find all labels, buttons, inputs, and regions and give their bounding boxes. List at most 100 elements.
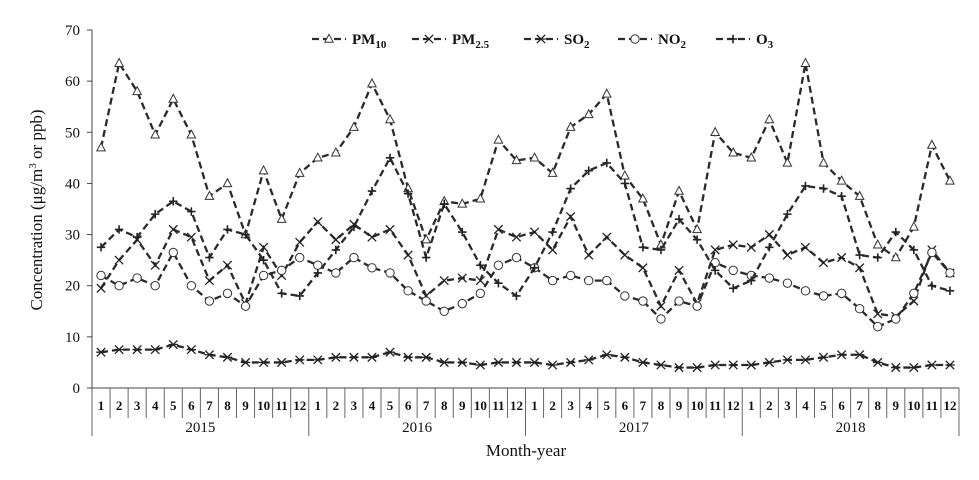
data-point-pm25 [565, 212, 576, 222]
month-label: 10 [907, 398, 920, 413]
data-point-so2 [854, 350, 865, 360]
data-point-so2 [222, 352, 233, 362]
data-point-no2 [168, 247, 178, 258]
data-point-so2 [945, 360, 955, 370]
data-point-pm25 [620, 250, 630, 260]
data-point-o3 [747, 276, 756, 285]
data-point-no2 [674, 296, 684, 306]
data-point-no2 [656, 314, 666, 324]
data-point-no2 [800, 286, 811, 296]
data-point-pm10 [800, 57, 811, 67]
legend-label-main: PM [352, 32, 375, 48]
month-label: 4 [585, 398, 592, 413]
data-point-no2 [547, 275, 558, 286]
data-point-pm25 [674, 265, 684, 276]
data-point-o3 [205, 253, 214, 262]
data-point-no2 [764, 273, 775, 283]
data-point-pm10 [348, 121, 359, 131]
data-point-so2 [529, 357, 540, 368]
data-point-no2 [96, 270, 106, 281]
month-label: 1 [531, 398, 538, 413]
data-point-so2 [276, 357, 287, 368]
y-tick-label: 30 [65, 228, 80, 244]
data-point-o3 [151, 209, 160, 219]
data-point-no2 [836, 288, 847, 299]
data-point-no2 [565, 270, 576, 281]
data-point-so2 [132, 344, 142, 355]
data-point-pm25 [584, 250, 594, 260]
data-point-no2 [909, 288, 919, 299]
data-point-so2 [602, 350, 612, 360]
year-label: 2017 [619, 420, 650, 436]
data-point-pm10 [312, 152, 323, 162]
data-point-o3 [873, 253, 882, 262]
series-layer [95, 57, 956, 373]
data-point-pm10 [890, 251, 901, 262]
data-point-pm10 [384, 113, 396, 124]
data-point-so2 [331, 352, 341, 362]
month-label: 8 [224, 398, 231, 413]
month-label: 8 [658, 398, 665, 413]
data-point-no2 [403, 286, 413, 296]
data-point-pm25 [746, 242, 756, 253]
data-point-pm10 [258, 164, 269, 175]
data-point-pm25 [457, 273, 467, 283]
month-label: 12 [943, 398, 956, 413]
legend-label-sub: 3 [768, 39, 774, 51]
data-point-no2 [493, 260, 504, 270]
data-point-o3 [584, 166, 593, 175]
data-point-no2 [782, 278, 793, 288]
data-point-pm10 [511, 154, 522, 165]
series-line-pm10 [99, 60, 951, 260]
month-label: 2 [549, 398, 556, 413]
month-label: 11 [492, 398, 504, 413]
data-point-no2 [584, 275, 594, 286]
legend-marker-so2 [536, 34, 546, 44]
month-label: 12 [510, 398, 523, 413]
year-label: 2016 [402, 420, 433, 436]
data-point-no2 [295, 252, 305, 263]
month-label: 3 [134, 398, 141, 413]
data-point-pm10 [872, 239, 883, 249]
data-point-pm10 [475, 193, 486, 203]
data-point-pm10 [926, 139, 937, 149]
data-point-pm25 [764, 229, 775, 240]
data-point-no2 [204, 296, 215, 306]
data-point-o3 [259, 255, 268, 265]
series-line-pm25 [100, 214, 951, 318]
month-label: 6 [188, 398, 195, 413]
month-label: 12 [293, 398, 306, 413]
data-point-o3 [114, 225, 124, 234]
data-point-pm10 [583, 108, 594, 119]
data-point-so2 [511, 357, 522, 368]
data-point-no2 [367, 263, 377, 273]
month-label: 1 [98, 398, 105, 413]
month-label: 10 [691, 398, 704, 413]
data-point-o3 [440, 199, 449, 209]
data-point-so2 [403, 352, 413, 362]
month-label: 3 [784, 398, 791, 413]
data-point-so2 [295, 355, 305, 365]
data-point-o3 [927, 281, 937, 290]
data-point-so2 [457, 357, 467, 368]
legend-label-sub: 2 [681, 39, 687, 51]
data-point-o3 [331, 245, 341, 255]
month-label: 5 [387, 398, 394, 413]
month-label: 11 [926, 398, 938, 413]
data-point-no2 [945, 268, 955, 278]
data-point-so2 [258, 357, 269, 368]
data-point-so2 [240, 357, 251, 368]
data-point-no2 [873, 321, 883, 332]
month-label: 10 [257, 398, 270, 413]
month-label: 9 [242, 398, 249, 413]
legend-label-main: SO [564, 32, 584, 48]
legend-label-so2: SO2 [564, 32, 590, 51]
data-point-o3 [96, 243, 106, 252]
month-label: 7 [423, 398, 430, 413]
y-tick-label: 60 [65, 74, 80, 90]
data-point-pm10 [150, 129, 161, 139]
data-point-so2 [692, 362, 702, 373]
data-point-o3 [241, 230, 250, 239]
